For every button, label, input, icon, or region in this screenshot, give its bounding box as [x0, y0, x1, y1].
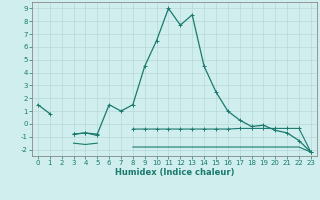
X-axis label: Humidex (Indice chaleur): Humidex (Indice chaleur) [115, 168, 234, 177]
